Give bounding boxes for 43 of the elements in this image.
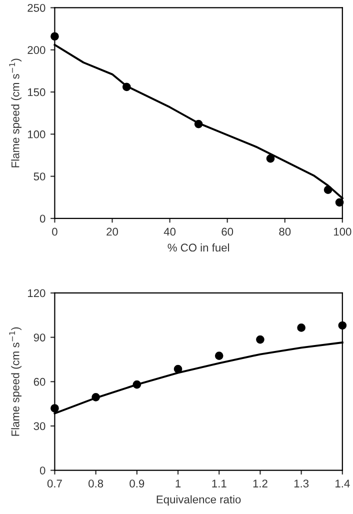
x-tick-label: 1.1 [212, 480, 226, 488]
y-tick-label: 60 [34, 378, 46, 386]
x-tick-label: 1.3 [294, 480, 309, 488]
point [256, 335, 264, 344]
y-tick-label: 0 [40, 466, 46, 474]
x-tick-label: 60 [222, 228, 234, 236]
y-tick-label: 150 [28, 88, 46, 96]
point [297, 324, 306, 332]
point [50, 32, 59, 41]
x-tick-label: 0.9 [130, 480, 144, 488]
point [324, 186, 332, 194]
y-axis-title: Flame speed (cm s$^{−1}$) [9, 327, 22, 436]
y-tick-label: 50 [34, 172, 46, 180]
x-axis-title: % CO in fuel [168, 243, 230, 252]
point [132, 380, 142, 389]
x-tick-label: 0.8 [88, 480, 104, 488]
x-tick-label: 80 [279, 228, 291, 236]
point [194, 120, 203, 128]
point [214, 352, 224, 360]
point [174, 364, 182, 374]
x-axis-title: Equivalence ratio [156, 495, 241, 506]
point [338, 321, 347, 330]
y-tick-label: 30 [34, 422, 46, 430]
point [335, 198, 344, 207]
y-axis-title: Flame speed (cm s$^{−1}$) [9, 58, 22, 168]
x-tick-label: 1 [176, 480, 181, 488]
x-tick-label: 0.7 [47, 480, 62, 488]
y-tick-label: 0 [40, 214, 46, 223]
point [122, 82, 131, 92]
y-tick-label: 120 [28, 289, 46, 298]
x-tick-label: 1.4 [336, 480, 350, 488]
x-tick-label: 0 [52, 228, 58, 236]
y-tick-label: 200 [28, 46, 46, 54]
x-tick-label: 100 [334, 228, 352, 236]
y-tick-label: 100 [28, 130, 46, 138]
x-tick-label: 40 [164, 228, 176, 236]
y-tick-label: 250 [28, 4, 46, 12]
point [266, 154, 275, 163]
x-tick-label: 1.2 [253, 480, 268, 488]
y-tick-label: 90 [34, 334, 46, 342]
point [92, 392, 100, 402]
point [50, 404, 59, 412]
x-tick-label: 20 [106, 228, 118, 236]
